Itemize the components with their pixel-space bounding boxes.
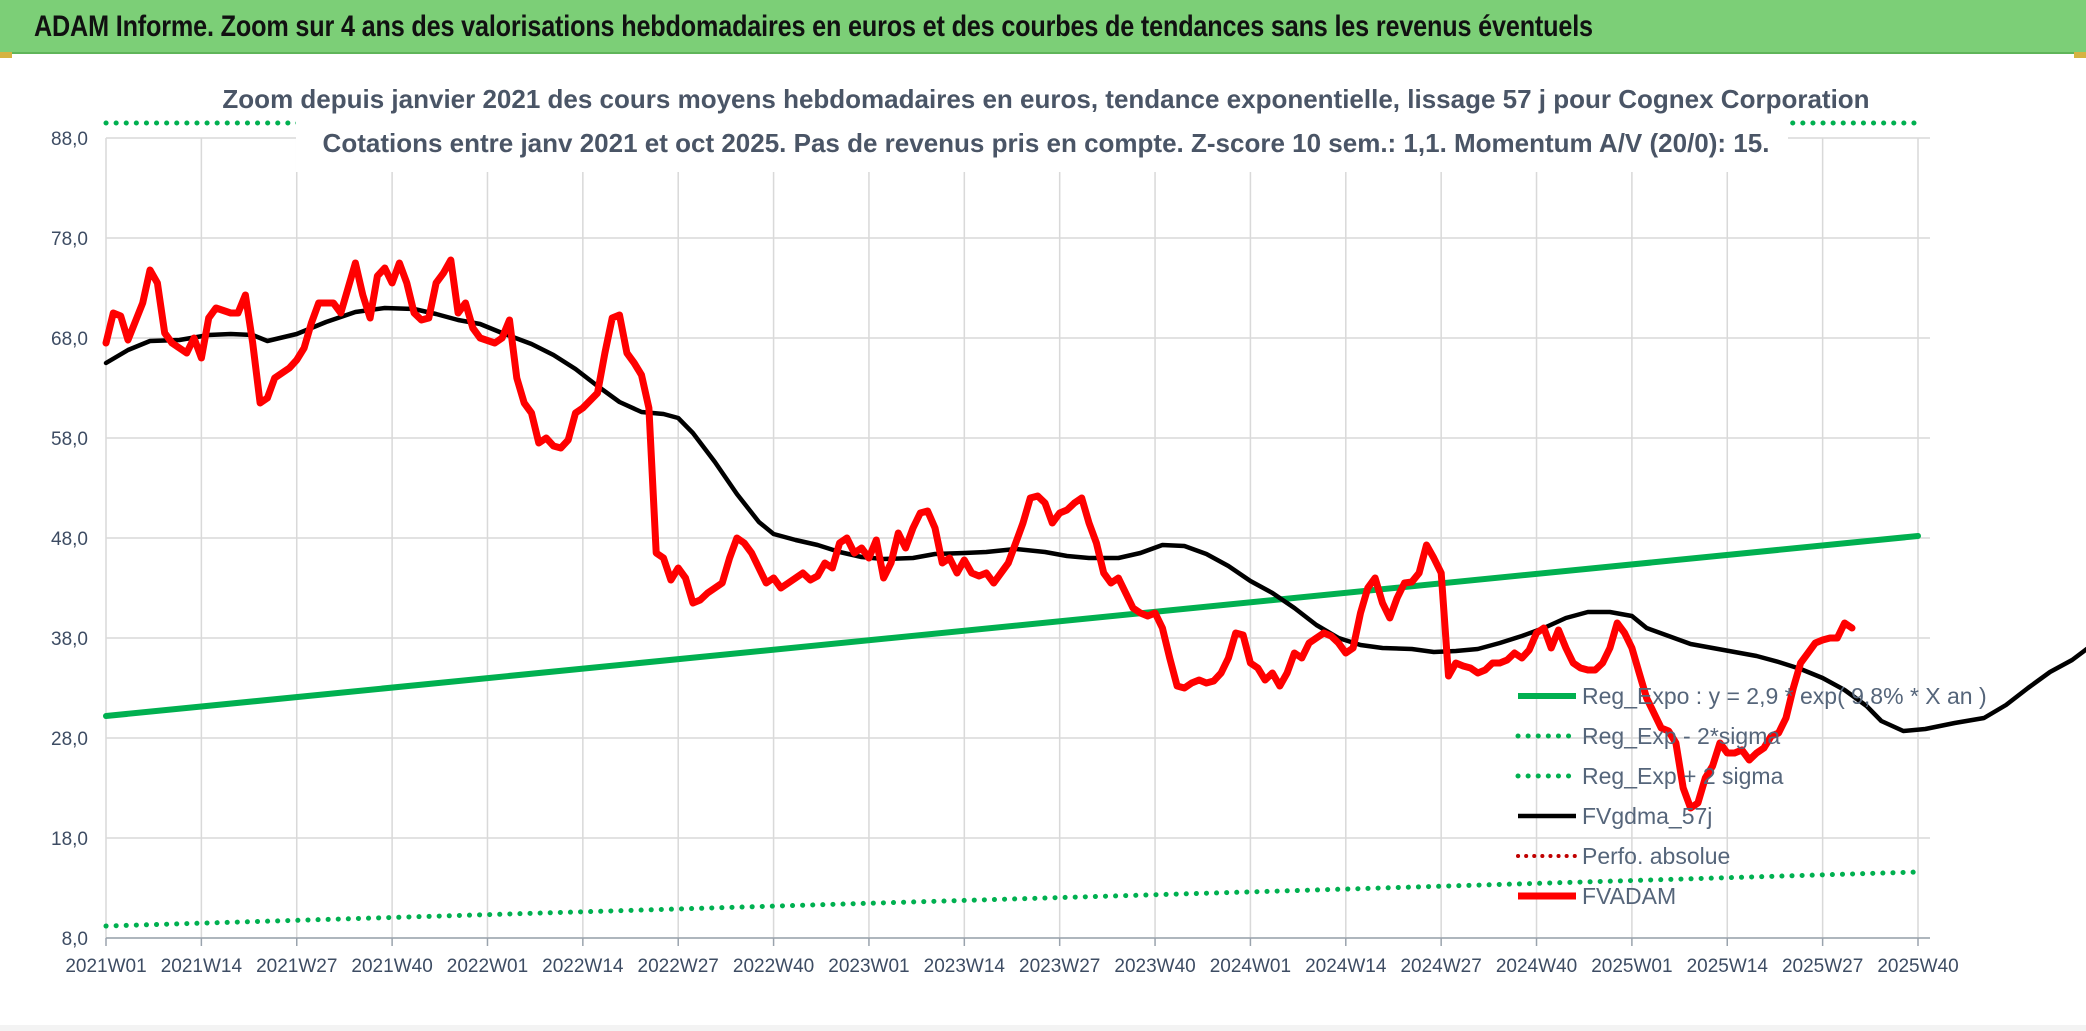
x-tick-label: 2023W14 bbox=[924, 956, 1006, 977]
x-tick-label: 2021W40 bbox=[351, 956, 432, 977]
x-tick-label: 2025W14 bbox=[1687, 956, 1769, 977]
y-tick-label: 48,0 bbox=[51, 529, 88, 550]
y-tick-label: 78,0 bbox=[51, 229, 88, 250]
legend-label-5: Perfo. absolue bbox=[1582, 843, 1730, 869]
report-banner: ADAM Informe. Zoom sur 4 ans des valoris… bbox=[0, 0, 2086, 54]
x-tick-label: 2025W40 bbox=[1877, 956, 1958, 977]
frame-corner-left bbox=[0, 52, 12, 58]
x-tick-label: 2022W27 bbox=[638, 956, 719, 977]
x-axis-labels: 2021W01 2021W14 2021W27 2021W40 2022W01 2022W… bbox=[65, 956, 1958, 977]
legend-label-1: Reg_Expo : y = 2,9 * exp( 9,8% * X an ) bbox=[1582, 683, 1987, 709]
x-tick-label: 2023W40 bbox=[1114, 956, 1195, 977]
y-tick-label: 8,0 bbox=[62, 929, 88, 950]
legend-label-6: FVADAM bbox=[1582, 883, 1676, 909]
chart-title: Zoom depuis janvier 2021 des cours moyen… bbox=[222, 84, 1869, 114]
frame-bottom bbox=[0, 1025, 2086, 1031]
title-background bbox=[296, 66, 1788, 172]
y-tick-label: 28,0 bbox=[51, 729, 88, 750]
x-tick-label: 2024W01 bbox=[1210, 956, 1291, 977]
x-tick-label: 2022W01 bbox=[447, 956, 528, 977]
x-tick-label: 2025W27 bbox=[1782, 956, 1863, 977]
y-axis-labels: 8,0 18,0 28,0 38,0 48,0 58,0 68,0 78,0 88,0 bbox=[51, 129, 88, 950]
y-tick-label: 68,0 bbox=[51, 329, 88, 350]
y-tick-label: 88,0 bbox=[51, 129, 88, 150]
x-tick-label: 2021W01 bbox=[65, 956, 146, 977]
chart-subtitle: Cotations entre janv 2021 et oct 2025. P… bbox=[323, 128, 1770, 158]
y-tick-label: 18,0 bbox=[51, 829, 88, 850]
series-line-2 bbox=[103, 869, 1921, 929]
series-line-6 bbox=[102, 256, 1856, 812]
legend: Reg_Expo : y = 2,9 * exp( 9,8% * X an ) R… bbox=[1515, 683, 1987, 909]
x-tick-label: 2023W01 bbox=[828, 956, 909, 977]
x-tick-label: 2024W40 bbox=[1496, 956, 1577, 977]
x-tick-label: 2022W40 bbox=[733, 956, 814, 977]
x-tick-label: 2024W27 bbox=[1400, 956, 1481, 977]
legend-label-4: FVgdma_57j bbox=[1582, 803, 1712, 829]
series-line-4 bbox=[103, 305, 2086, 734]
legend-label-3: Reg_Exp + 2 sigma bbox=[1582, 763, 1784, 789]
legend-label-2: Reg_Exp - 2*sigma bbox=[1582, 723, 1780, 749]
x-tick-label: 2021W27 bbox=[256, 956, 337, 977]
frame-corner-right bbox=[2074, 52, 2086, 58]
x-tick-label: 2021W14 bbox=[161, 956, 243, 977]
x-tick-label: 2024W14 bbox=[1305, 956, 1387, 977]
y-tick-label: 38,0 bbox=[51, 629, 88, 650]
x-tick-label: 2022W14 bbox=[542, 956, 624, 977]
x-tick-label: 2023W27 bbox=[1019, 956, 1100, 977]
weekly-valuation-chart: Zoom depuis janvier 2021 des cours moyen… bbox=[51, 66, 2086, 977]
series-line-1 bbox=[103, 533, 1921, 719]
series-layer bbox=[102, 120, 2086, 929]
report-title: ADAM Informe. Zoom sur 4 ans des valoris… bbox=[34, 10, 1593, 43]
x-tick-label: 2025W01 bbox=[1591, 956, 1672, 977]
y-tick-label: 58,0 bbox=[51, 429, 88, 450]
